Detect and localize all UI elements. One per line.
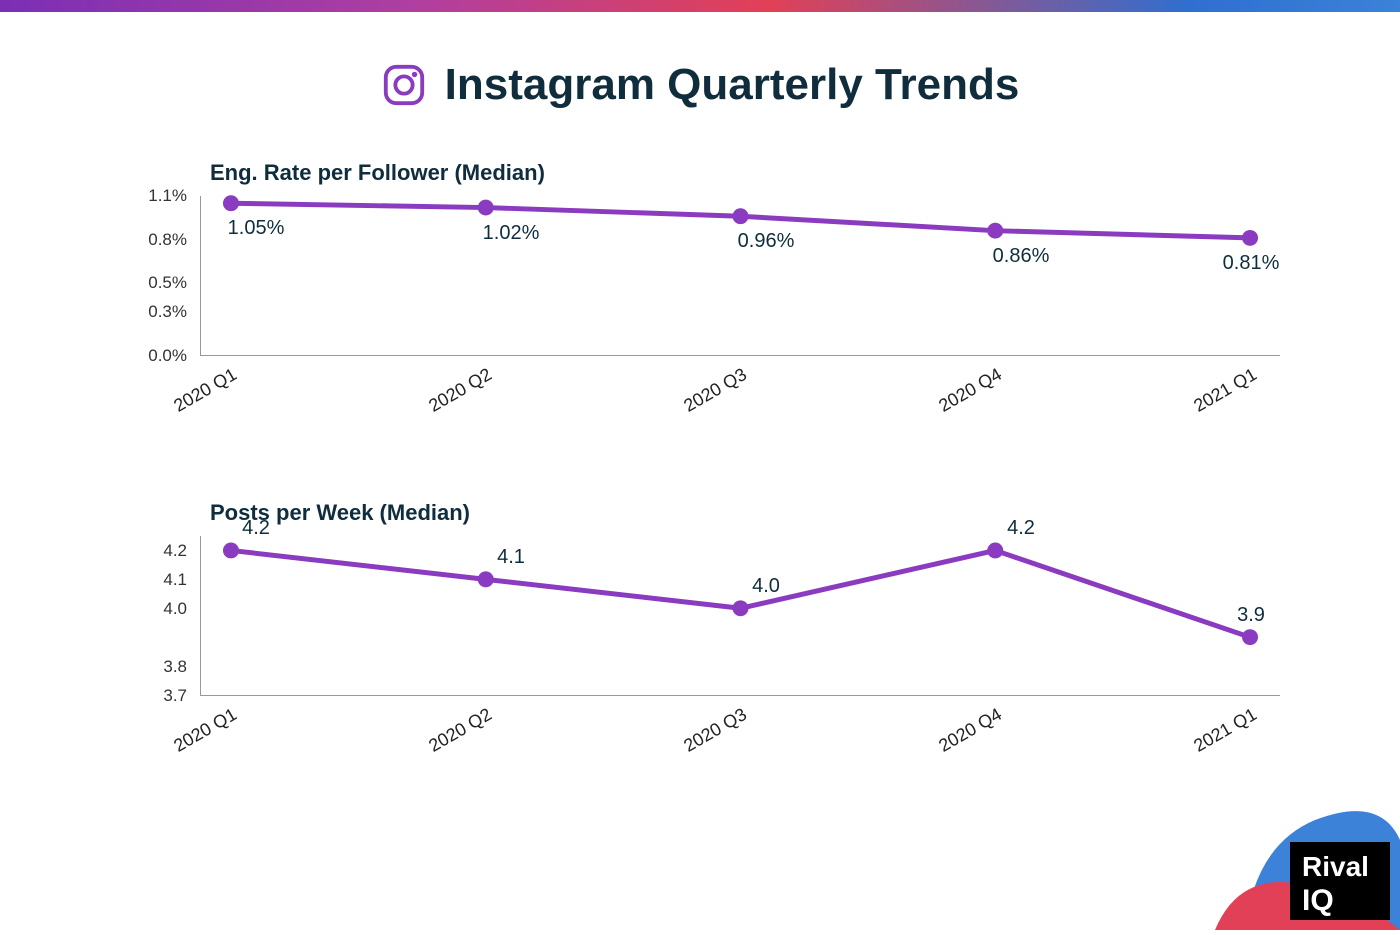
data-marker (1242, 230, 1258, 246)
y-tick-label: 0.0% (148, 346, 187, 366)
x-tick-label: 2020 Q1 (170, 364, 240, 417)
chart-area: 0.0%0.3%0.5%0.8%1.1%1.05%1.02%0.96%0.86%… (200, 196, 1280, 386)
x-tick-label: 2021 Q1 (1190, 364, 1260, 417)
x-tick-label: 2020 Q3 (680, 704, 750, 757)
page-title-row: Instagram Quarterly Trends (0, 60, 1400, 110)
data-label: 3.9 (1237, 604, 1265, 627)
y-tick-label: 0.8% (148, 230, 187, 250)
logo-corner: Rival IQ (1140, 750, 1400, 930)
x-tick-label: 2020 Q2 (425, 704, 495, 757)
chart-area: 3.73.84.04.14.24.24.14.04.23.92020 Q1202… (200, 536, 1280, 726)
logo-text-top: Rival (1302, 851, 1369, 882)
y-tick-label: 0.3% (148, 302, 187, 322)
y-tick-label: 1.1% (148, 186, 187, 206)
data-marker (987, 543, 1003, 559)
top-gradient-bar (0, 0, 1400, 12)
chart-engagement: Eng. Rate per Follower (Median) 0.0% 0.3%… (120, 160, 1280, 386)
instagram-icon (381, 62, 427, 108)
data-marker (223, 543, 239, 559)
data-label: 0.86% (993, 245, 1050, 268)
y-tick-label: 4.1 (163, 570, 187, 590)
y-tick-label: 3.8 (163, 657, 187, 677)
x-tick-label: 2020 Q1 (170, 704, 240, 757)
data-marker (733, 600, 749, 616)
series-line (231, 550, 1250, 637)
x-tick-label: 2020 Q3 (680, 364, 750, 417)
x-tick-label: 2020 Q4 (935, 364, 1005, 417)
chart-title: Posts per Week (Median) (210, 500, 1280, 526)
data-marker (1242, 629, 1258, 645)
chart-posts: Posts per Week (Median) 3.7 3.8 4.0 4.1 4.2 4… (120, 500, 1280, 726)
data-label: 1.02% (483, 222, 540, 245)
data-marker (987, 223, 1003, 239)
data-marker (478, 571, 494, 587)
data-label: 1.05% (228, 217, 285, 240)
x-tick-label: 2020 Q2 (425, 364, 495, 417)
y-tick-label: 3.7 (163, 686, 187, 706)
page-title: Instagram Quarterly Trends (445, 60, 1020, 110)
y-tick-label: 4.2 (163, 541, 187, 561)
data-label: 0.96% (738, 230, 795, 253)
chart-title: Eng. Rate per Follower (Median) (210, 160, 1280, 186)
data-label: 4.2 (1007, 517, 1035, 540)
logo-text-bottom: IQ (1302, 884, 1334, 917)
data-marker (733, 208, 749, 224)
y-tick-label: 4.0 (163, 599, 187, 619)
data-label: 0.81% (1223, 252, 1280, 275)
x-tick-label: 2020 Q4 (935, 704, 1005, 757)
data-label: 4.0 (752, 575, 780, 598)
data-marker (223, 195, 239, 211)
x-tick-label: 2021 Q1 (1190, 704, 1260, 757)
y-tick-label: 0.5% (148, 273, 187, 293)
data-label: 4.1 (497, 546, 525, 569)
data-marker (478, 200, 494, 216)
data-label: 4.2 (242, 517, 270, 540)
